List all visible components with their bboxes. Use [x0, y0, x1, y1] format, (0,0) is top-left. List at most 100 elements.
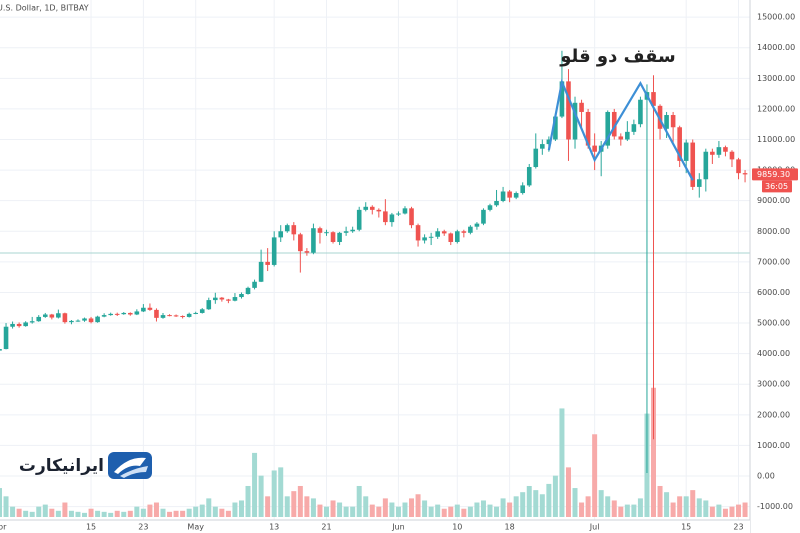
candle-body [101, 315, 107, 317]
volume-bar [167, 511, 173, 517]
x-tick-label: 18 [505, 523, 515, 532]
volume-bar [68, 510, 74, 517]
volume-bar [10, 506, 16, 517]
volume-bar [42, 504, 48, 517]
x-tick-label: 15 [681, 523, 691, 532]
last-price-label: 9859.30 [757, 170, 790, 179]
x-tick-label: Jun [391, 523, 405, 532]
candle-body [441, 231, 447, 234]
candle-body [180, 316, 185, 318]
annotation: سقف دو قلو [559, 46, 675, 67]
candle-body [389, 214, 395, 223]
volume-bar [82, 512, 88, 517]
candle-body [363, 206, 369, 210]
candle-body [95, 316, 100, 323]
pattern-line [547, 78, 694, 181]
volume-bar [317, 504, 323, 517]
volume-bar [206, 498, 212, 517]
last-price-box [752, 168, 798, 181]
volume-bar [428, 506, 434, 517]
candle-body [108, 313, 113, 316]
candle-body [638, 99, 643, 125]
volume-bar [441, 508, 447, 517]
volume-bar [454, 504, 460, 517]
volume-bar [703, 500, 709, 517]
candle-body [651, 92, 656, 106]
volume-bar [225, 510, 231, 517]
candle-body [219, 297, 225, 300]
y-tick-label: 9000.00 [757, 196, 790, 205]
candle-body [271, 237, 277, 265]
volume-bar [186, 508, 192, 517]
x-tick-label: Jul [589, 523, 600, 532]
candle-body [128, 312, 133, 315]
candle-body [415, 225, 421, 241]
candle-body [69, 320, 74, 323]
volume-bar [212, 506, 218, 517]
candle-body [618, 136, 624, 140]
volume-bar [742, 502, 748, 517]
volume-bar [324, 506, 329, 517]
volume-bar [533, 490, 539, 517]
volume-bar [23, 510, 29, 517]
volume-bar [585, 496, 591, 517]
candle-body [729, 151, 735, 160]
volume-bar [147, 504, 153, 517]
candle-body [226, 299, 231, 301]
candle-body [16, 323, 22, 327]
candle-body [742, 173, 748, 175]
candle-body [199, 309, 205, 313]
candle-body [428, 236, 434, 238]
volume-bar [356, 485, 362, 517]
candle-body [383, 211, 388, 223]
y-tick-label: 6000.00 [757, 288, 790, 297]
volume-bar [683, 496, 689, 517]
candle-body [572, 102, 578, 140]
candle-body [10, 323, 15, 327]
axis-panel [0, 520, 750, 533]
candle-body [311, 228, 316, 253]
candle-body [435, 231, 440, 237]
volume-bar [350, 506, 356, 517]
volume-bar [539, 494, 545, 517]
volume-bar [75, 511, 81, 517]
volume-bar [95, 510, 101, 517]
candle-body [455, 231, 460, 242]
volume-bar [245, 485, 251, 517]
x-tick-label: 10 [452, 523, 462, 532]
y-tick-label: 4000.00 [757, 349, 790, 358]
volume-bar [631, 504, 637, 517]
volume-bar [114, 510, 120, 517]
candle-body [670, 115, 676, 128]
candle-body [500, 191, 506, 201]
volume-bar [546, 483, 552, 517]
countdown: 36:05 [765, 182, 788, 191]
watermark-text: ایرانیکارت [19, 456, 104, 476]
candle-body [631, 124, 637, 132]
volume-bar [696, 498, 702, 517]
candle-body [579, 102, 584, 112]
axis-panel [750, 0, 800, 533]
volume-bar [435, 504, 441, 517]
x-tick-label: 21 [321, 523, 331, 532]
y-tick-label: 1000.00 [757, 441, 790, 450]
x-tick-label: 23 [138, 523, 148, 532]
volume-bar [513, 496, 519, 517]
volume-bar [651, 387, 656, 517]
candle-body [154, 309, 159, 318]
x-tick-label: 13 [269, 523, 279, 532]
volume-bar [108, 512, 114, 517]
volume-bar [507, 502, 513, 517]
candle-body [82, 318, 87, 321]
candle-body [265, 261, 270, 265]
volume-bar [153, 502, 159, 517]
candle-body [513, 193, 519, 198]
candle-body [559, 81, 565, 117]
candle-body [304, 251, 310, 253]
volume-bar [238, 500, 244, 517]
volume-bar [624, 504, 630, 517]
candle-body [252, 281, 257, 288]
x-tick-label: 23 [733, 523, 743, 532]
candle-body [664, 115, 669, 129]
candle-body [62, 313, 68, 323]
